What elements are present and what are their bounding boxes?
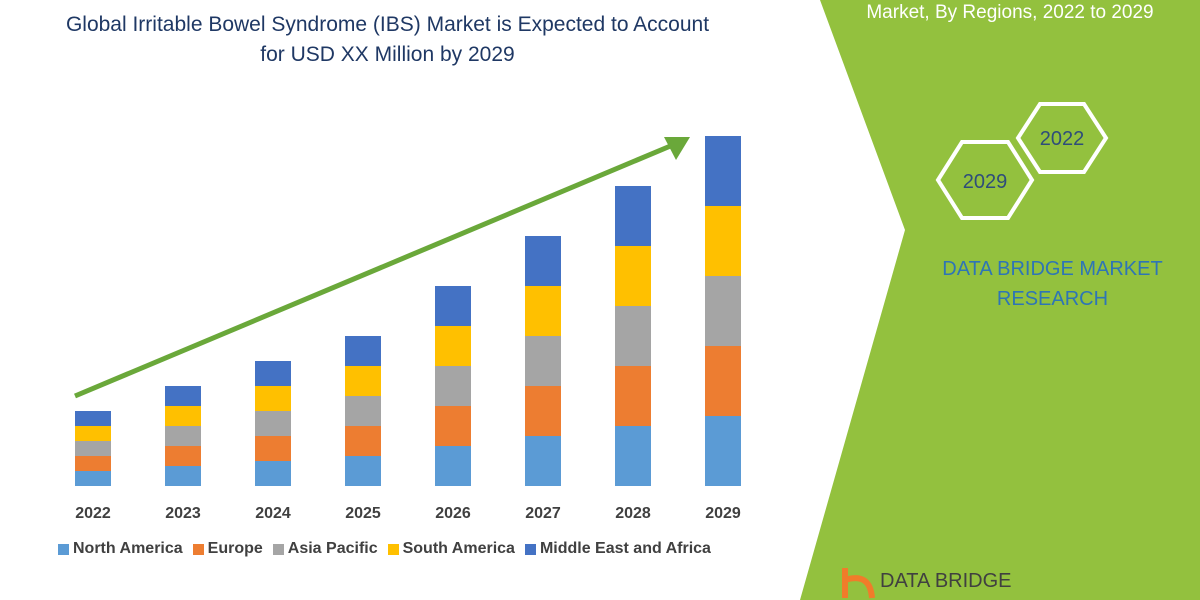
legend-item: North America xyxy=(58,540,183,558)
bar-segment xyxy=(345,456,381,486)
legend-label: North America xyxy=(73,540,183,557)
legend-swatch xyxy=(58,543,69,555)
bar-segment xyxy=(525,286,561,336)
chart-title: Global Irritable Bowel Syndrome (IBS) Ma… xyxy=(65,13,710,66)
legend-label: Middle East and Africa xyxy=(539,540,711,557)
bar-segment xyxy=(435,406,471,446)
logo-icon xyxy=(842,568,875,599)
legend-label: Asia Pacific xyxy=(287,540,378,557)
badge-label: 2022 xyxy=(1040,128,1085,150)
bar-segment xyxy=(255,461,291,486)
x-tick-label: 2022 xyxy=(75,505,111,522)
bar-segment xyxy=(165,466,201,486)
brand: DATA BRIDGE MARKET RESEARCH xyxy=(942,258,1163,310)
bar-segment xyxy=(435,326,471,366)
bar-segment xyxy=(615,366,651,426)
bar-segment xyxy=(525,336,561,386)
legend: North America Europe Asia Pacific South Ame… xyxy=(58,540,711,558)
hexagon xyxy=(1015,102,1109,174)
bar-segment xyxy=(525,386,561,436)
bar-segment xyxy=(615,246,651,306)
bar-segment xyxy=(75,471,111,486)
bar-segment xyxy=(345,396,381,426)
bar-segment xyxy=(255,436,291,461)
bar-segment xyxy=(75,426,111,441)
bar-segment xyxy=(615,426,651,486)
legend-item: Asia Pacific xyxy=(272,540,378,558)
x-tick-label: 2026 xyxy=(435,505,471,522)
legend-label: South America xyxy=(402,540,515,557)
bar-segment xyxy=(525,436,561,486)
panel-heading: Market, By Regions, 2022 to 2029 xyxy=(866,2,1154,23)
bar-segment xyxy=(705,416,741,486)
legend-item: Europe xyxy=(192,540,263,558)
arrow-head xyxy=(664,137,690,160)
bar-segment xyxy=(255,361,291,386)
x-tick-label: 2024 xyxy=(255,505,291,522)
legend-swatch xyxy=(272,543,284,555)
bar-segment xyxy=(435,286,471,326)
bar-segment xyxy=(165,406,201,426)
legend-swatch xyxy=(524,543,536,555)
bar-segment xyxy=(255,386,291,411)
legend-item: Middle East and Africa xyxy=(524,540,711,558)
bar-segment xyxy=(615,306,651,366)
x-tick-label: 2023 xyxy=(165,505,201,522)
bar-segment xyxy=(255,411,291,436)
logo-text: DATA BRIDGE xyxy=(880,570,1012,592)
bar-segment xyxy=(165,446,201,466)
bar-segment xyxy=(435,366,471,406)
legend-swatch xyxy=(192,543,204,555)
bar-segment xyxy=(345,366,381,396)
bar-segment xyxy=(75,441,111,456)
bar-segment xyxy=(705,276,741,346)
bar-segment xyxy=(705,346,741,416)
bar-segment xyxy=(75,411,111,426)
legend-label: Europe xyxy=(207,540,263,557)
bar-segment xyxy=(345,426,381,456)
x-tick-label: 2025 xyxy=(345,505,381,522)
bar-segment xyxy=(435,446,471,486)
bar-segment xyxy=(165,386,201,406)
trend-arrow xyxy=(74,139,681,399)
bar-segment xyxy=(525,236,561,286)
x-tick-label: 2027 xyxy=(525,505,561,522)
bar-segment xyxy=(615,186,651,246)
bar-segment xyxy=(705,136,741,206)
bar-segment xyxy=(75,456,111,471)
legend-swatch xyxy=(387,543,399,555)
hexagon xyxy=(935,140,1035,220)
x-tick-label: 2028 xyxy=(615,505,651,522)
legend-item: South America xyxy=(387,540,515,558)
bar-segment xyxy=(705,206,741,276)
badge-label: 2029 xyxy=(963,171,1008,193)
bar-segment xyxy=(345,336,381,366)
bar-segment xyxy=(165,426,201,446)
x-tick-label: 2029 xyxy=(705,505,741,522)
